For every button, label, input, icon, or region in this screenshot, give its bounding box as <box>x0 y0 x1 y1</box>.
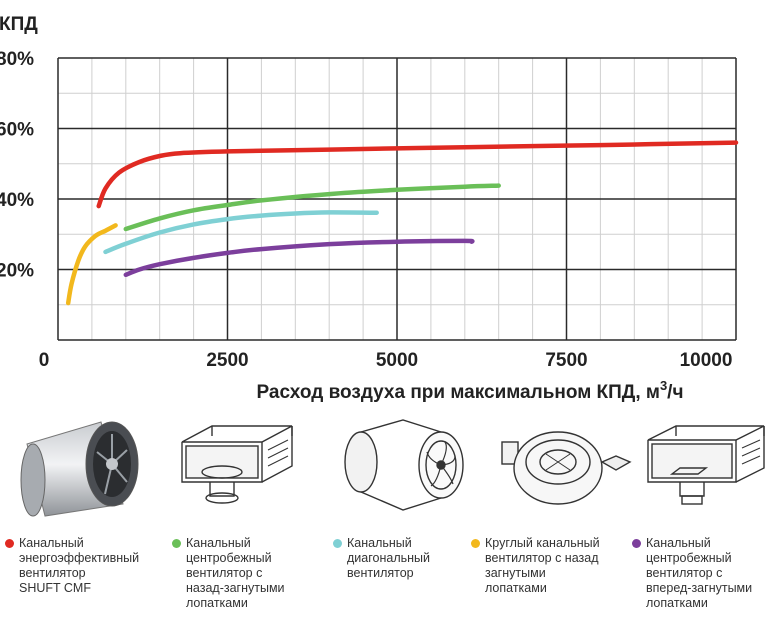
legend-item-shuft-cmf: Канальный энергоэффективный вентилятор S… <box>5 536 165 596</box>
series-line-3 <box>103 210 379 255</box>
grid-major <box>57 57 737 341</box>
y-tick-label: 60% <box>0 120 34 141</box>
legend-item-diagonal: Канальный диагональный вентилятор <box>333 536 493 581</box>
x-tick-label: 5000 <box>376 350 418 371</box>
y-tick-label: 20% <box>0 261 34 282</box>
round-duct-fan-image <box>501 431 632 505</box>
efficiency-chart: 20% 40% 60% 80% 0 2500 5000 7500 10000 КПД Расх… <box>0 14 739 403</box>
x-axis-label-sup: 3 <box>660 378 667 393</box>
legend-item-round: Круглый канальный вентилятор с назад заг… <box>471 536 631 596</box>
x-tick-label: 2500 <box>206 350 248 371</box>
diagonal-duct-fan-image <box>344 419 464 511</box>
y-axis-label: КПД <box>0 14 38 35</box>
legend-item-rect-forward: Канальный центробежный вентилятор с впер… <box>632 536 779 611</box>
legend-dot-red <box>5 539 14 548</box>
legend-label-diagonal: Канальный диагональный вентилятор <box>347 536 430 580</box>
y-tick-label: 40% <box>0 190 34 211</box>
y-axis-ticks: 20% 40% 60% 80% <box>0 49 34 282</box>
x-tick-label: 0 <box>39 350 50 371</box>
x-tick-label: 10000 <box>680 350 733 371</box>
legend-item-rect-backward: Канальный центробежный вентилятор с наза… <box>172 536 332 611</box>
x-axis-label: Расход воздуха при максимальном КПД, м3/… <box>257 378 684 403</box>
legend-label-rect-backward: Канальный центробежный вентилятор с наза… <box>186 536 285 610</box>
series-lines <box>65 140 739 306</box>
x-axis-label-tail: /ч <box>667 382 683 403</box>
x-axis-ticks: 0 2500 5000 7500 10000 <box>39 350 733 371</box>
legend-label-round: Круглый канальный вентилятор с назад заг… <box>485 536 600 595</box>
y-tick-label: 80% <box>0 49 34 70</box>
series-line-5 <box>123 238 475 278</box>
series-line-4 <box>65 223 118 306</box>
legend-label-shuft-cmf: Канальный энергоэффективный вентилятор S… <box>19 536 140 595</box>
legend-label-rect-forward: Канальный центробежный вентилятор с впер… <box>646 536 753 610</box>
legend-dot-yellow <box>471 539 480 548</box>
rectangular-duct-fan-backward-image <box>181 425 293 504</box>
legend-dot-cyan <box>333 539 342 548</box>
products-row: Канальный энергоэффективный вентилятор S… <box>0 412 779 632</box>
x-axis-label-main: Расход воздуха при максимальном КПД, м <box>257 382 660 403</box>
legend-dot-purple <box>632 539 641 548</box>
legend-dot-green <box>172 539 181 548</box>
x-tick-label: 7500 <box>545 350 587 371</box>
rectangular-duct-fan-forward-image <box>647 425 765 505</box>
shuft-cmf-fan-image <box>20 421 139 517</box>
series-line-1 <box>96 140 739 209</box>
series-line-2 <box>123 183 501 232</box>
